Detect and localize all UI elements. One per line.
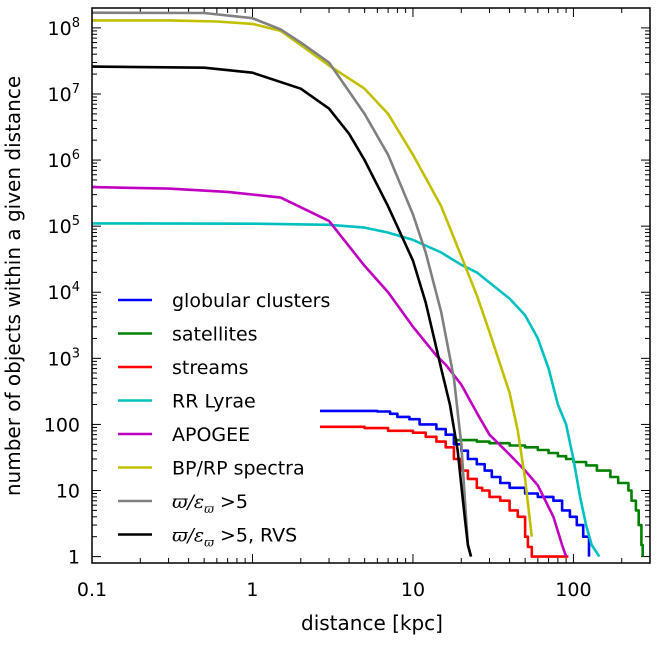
series-line-rr-lyrae (91, 222, 601, 558)
y-tick-label: 107 (48, 82, 80, 106)
y-axis-label: number of objects within a given distanc… (1, 76, 25, 496)
y-tick-label: 1 (68, 547, 80, 569)
series-line-satellites (453, 438, 644, 557)
x-tick-label: 10 (401, 579, 425, 601)
plot-frame (91, 7, 651, 564)
y-tick-label: 10 (56, 481, 80, 503)
x-tick-label: 1 (246, 579, 258, 601)
legend-label: ϖ/εϖ >5, RVS (172, 525, 297, 550)
legend-label: streams (172, 357, 248, 379)
y-tick-label: 108 (48, 16, 80, 40)
legend-label: globular clusters (172, 290, 330, 312)
legend-label: BP/RP spectra (172, 458, 305, 480)
legend-label: ϖ/εϖ >5 (172, 491, 248, 516)
series-line-bp-rp-spectra (92, 19, 534, 537)
legend-label: RR Lyrae (172, 391, 256, 413)
legend-label: APOGEE (172, 424, 250, 446)
series-line-5 (91, 11, 473, 557)
x-axis-label: distance [kpc] (301, 611, 443, 635)
series-line-globular-clusters (293, 409, 591, 557)
y-tick-label: 106 (48, 148, 80, 172)
x-tick-label: 100 (555, 579, 591, 601)
y-tick-label: 100 (44, 414, 80, 436)
y-tick-label: 105 (48, 214, 80, 238)
series-layer (91, 11, 644, 558)
series-line-5-rvs (91, 65, 473, 557)
legend-label: satellites (172, 324, 258, 346)
series-line-apogee (91, 185, 568, 558)
x-tick-label: 0.1 (77, 579, 107, 601)
legend: globular clusters satellites streams RR Lyr… (110, 284, 330, 551)
y-tick-label: 103 (48, 346, 80, 370)
y-tick-label: 104 (48, 280, 80, 304)
series-line-streams (293, 425, 569, 558)
ticks-layer: 0.1 1 10 100 1 10 100 103 104 105 106 107 108 (44, 7, 651, 601)
